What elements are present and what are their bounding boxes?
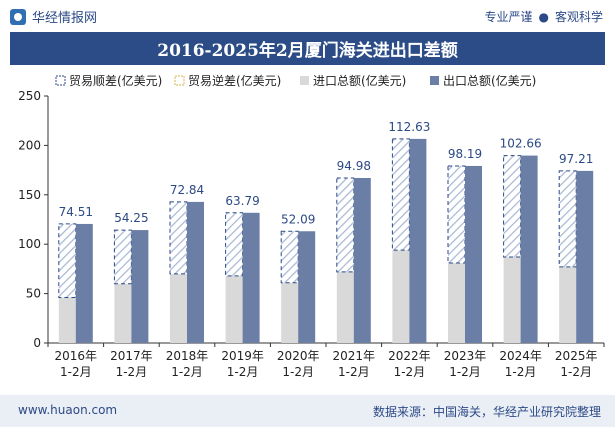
data-labels: 74.51 54.25 72.84 63.79 52.09 94.98 112.63 98.1… xyxy=(59,120,594,226)
x-tick-label: 2018年 xyxy=(166,349,209,363)
x-tick-label: 1-2月 xyxy=(171,365,203,379)
surplus-data-label: 94.98 xyxy=(337,159,371,173)
brand-logo-icon xyxy=(10,8,26,25)
x-tick-label: 2023年 xyxy=(444,349,487,363)
tagline-left: 专业严谨 xyxy=(484,10,533,24)
x-tick-label: 2025年 xyxy=(555,349,598,363)
import-bar xyxy=(225,275,243,343)
x-tick-label: 1-2月 xyxy=(394,365,426,379)
export-bar xyxy=(465,165,482,343)
x-tick-label: 1-2月 xyxy=(282,365,314,379)
surplus-data-label: 63.79 xyxy=(225,194,259,208)
chart-svg: 贸易顺差(亿美元) 贸易逆差(亿美元) 进口总额(亿美元) 出口总额(亿美元) 0 50… xyxy=(18,73,605,379)
surplus-bar xyxy=(113,229,132,285)
legend: 贸易顺差(亿美元) 贸易逆差(亿美元) 进口总额(亿美元) 出口总额(亿美元) xyxy=(55,73,536,88)
legend-swatch xyxy=(430,76,439,85)
chart-title: 2016-2025年2月厦门海关进出口差额 xyxy=(10,32,605,65)
axes: 0 50 100 150 200 250 2016年 1-2月 2017年 1-2月 2018年 1-… xyxy=(18,89,605,379)
x-tick-label: 1-2月 xyxy=(60,365,92,379)
export-bar xyxy=(187,201,204,343)
surplus-bar xyxy=(336,177,355,273)
brand-name: 华经情报网 xyxy=(32,11,98,26)
y-tick-label: 150 xyxy=(18,188,41,202)
x-tick-label: 2022年 xyxy=(388,349,431,363)
legend-swatch xyxy=(174,75,185,86)
surplus-bar xyxy=(391,138,410,251)
export-bar xyxy=(242,212,260,343)
bullet-icon: ● xyxy=(538,9,549,24)
surplus-data-label: 98.19 xyxy=(448,147,482,161)
surplus-data-label: 112.63 xyxy=(388,120,430,134)
legend-swatch xyxy=(55,75,66,86)
x-tick-label: 1-2月 xyxy=(338,365,370,379)
export-bar xyxy=(353,178,371,343)
footer-website[interactable]: www.huaon.com xyxy=(18,403,118,417)
import-bar xyxy=(281,282,299,343)
x-tick-label: 2020年 xyxy=(277,349,320,363)
chart-area: 贸易顺差(亿美元) 贸易逆差(亿美元) 进口总额(亿美元) 出口总额(亿美元) 0 50… xyxy=(0,66,615,396)
y-tick-label: 200 xyxy=(18,138,41,152)
surplus-data-label: 74.51 xyxy=(59,205,93,219)
surplus-bar xyxy=(169,201,188,275)
x-tick-label: 2017年 xyxy=(110,349,153,363)
x-tick-label: 1-2月 xyxy=(560,365,592,379)
export-bar xyxy=(520,155,538,343)
x-tick-label: 1-2月 xyxy=(227,365,259,379)
x-tick-label: 1-2月 xyxy=(116,365,148,379)
export-bar xyxy=(298,231,316,343)
y-tick-label: 250 xyxy=(18,89,41,103)
export-bar xyxy=(131,230,149,343)
footer: www.huaon.com 数据来源：中国海关，华经产业研究院整理 xyxy=(0,395,615,427)
top-bar: 华经情报网 专业严谨 ● 客观科学 xyxy=(0,0,615,31)
surplus-data-label: 54.25 xyxy=(114,211,148,225)
x-tick-label: 1-2月 xyxy=(505,365,537,379)
footer-source: 数据来源：中国海关，华经产业研究院整理 xyxy=(372,405,601,419)
surplus-bar xyxy=(280,230,299,284)
surplus-data-label: 52.09 xyxy=(281,212,315,226)
export-bar xyxy=(576,170,594,343)
surplus-data-label: 102.66 xyxy=(500,137,542,151)
surplus-data-label: 72.84 xyxy=(170,183,204,197)
y-tick-label: 0 xyxy=(33,336,41,350)
legend-swatch xyxy=(300,76,309,85)
bars xyxy=(58,138,594,343)
export-bar xyxy=(75,223,93,343)
surplus-bar xyxy=(447,165,466,264)
import-bar xyxy=(392,250,410,343)
import-bar xyxy=(336,271,354,343)
import-bar xyxy=(114,283,132,343)
legend-label: 出口总额(亿美元) xyxy=(443,73,536,88)
import-bar xyxy=(58,297,76,343)
export-bar xyxy=(409,138,427,343)
import-bar xyxy=(170,273,187,343)
surplus-data-label: 97.21 xyxy=(559,152,593,166)
x-tick-label: 1-2月 xyxy=(449,365,481,379)
surplus-bar xyxy=(503,155,522,258)
x-tick-label: 2016年 xyxy=(55,349,98,363)
tagline: 专业严谨 ● 客观科学 xyxy=(484,8,603,25)
tagline-right: 客观科学 xyxy=(554,10,603,24)
y-tick-label: 50 xyxy=(26,287,41,301)
x-tick-label: 2021年 xyxy=(333,349,376,363)
legend-label: 进口总额(亿美元) xyxy=(313,73,406,88)
surplus-bar xyxy=(58,223,77,299)
import-bar xyxy=(503,257,521,343)
surplus-bar xyxy=(225,212,244,277)
x-tick-label: 2024年 xyxy=(499,349,542,363)
x-tick-label: 2019年 xyxy=(221,349,264,363)
import-bar xyxy=(559,266,577,343)
import-bar xyxy=(448,262,465,343)
legend-label: 贸易逆差(亿美元) xyxy=(188,73,281,88)
y-tick-label: 100 xyxy=(18,237,41,251)
brand: 华经情报网 xyxy=(10,7,97,26)
surplus-bar xyxy=(558,170,577,268)
legend-label: 贸易顺差(亿美元) xyxy=(69,73,162,88)
